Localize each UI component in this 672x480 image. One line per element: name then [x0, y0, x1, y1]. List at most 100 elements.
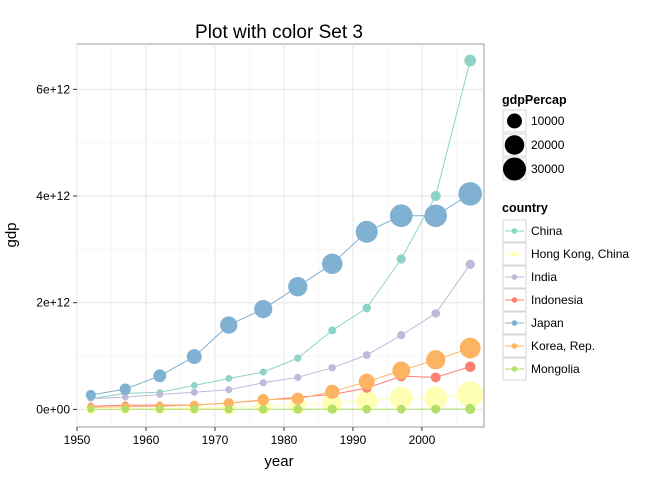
size-legend-label: 30000 [531, 162, 565, 176]
data-point-hong-kong-china [322, 393, 343, 414]
data-point-hong-kong-china [356, 390, 378, 412]
data-point-mongolia [190, 405, 199, 414]
data-point-hong-kong-china [424, 386, 448, 410]
color-legend-title: country [502, 201, 548, 215]
color-legend-label: Indonesia [531, 293, 583, 307]
size-legend-point [502, 157, 527, 181]
x-tick-label: 1950 [64, 433, 91, 447]
data-point-indonesia [464, 361, 476, 372]
data-point-india [362, 351, 371, 359]
data-point-mongolia [224, 405, 233, 414]
color-legend-point [511, 297, 518, 303]
data-point-india [431, 309, 441, 318]
data-point-china [259, 368, 267, 376]
data-point-india [397, 331, 406, 340]
x-tick-label: 1990 [340, 433, 367, 447]
x-tick-label: 1980 [271, 433, 298, 447]
data-point-japan [119, 383, 131, 395]
data-point-japan [153, 369, 167, 383]
color-legend-label: Japan [531, 316, 564, 330]
data-point-korea-rep [257, 394, 270, 406]
y-tick-label: 2e+12 [36, 296, 70, 310]
data-point-india [328, 364, 336, 372]
color-legend-point [511, 274, 518, 280]
data-point-china [328, 326, 337, 335]
x-axis: 1950 1960 1970 1980 1990 2000 [64, 427, 436, 447]
x-axis-title: year [264, 453, 293, 470]
color-legend-point [511, 366, 518, 372]
data-point-japan [85, 389, 96, 401]
plot-panel [76, 43, 485, 428]
data-point-japan [220, 316, 238, 334]
data-point-mongolia [327, 404, 337, 414]
data-point-korea-rep [325, 384, 340, 399]
y-tick-label: 6e+12 [36, 82, 70, 96]
chart-title: Plot with color Set 3 [195, 22, 363, 43]
color-legend-point [511, 251, 518, 257]
data-point-japan [355, 220, 378, 243]
series-mongolia [87, 403, 476, 415]
y-axis-title: gdp [3, 222, 20, 247]
data-point-mongolia [431, 404, 441, 414]
data-point-india [465, 259, 475, 270]
data-point-china [294, 354, 302, 362]
data-point-japan [458, 182, 482, 206]
data-point-mongolia [259, 405, 268, 414]
data-point-japan [424, 204, 448, 228]
color-legend-point [511, 320, 518, 326]
data-point-korea-rep [291, 392, 304, 405]
x-tick-label: 1960 [133, 433, 160, 447]
data-point-japan [254, 300, 273, 319]
color-legend-label: Mongolia [531, 362, 580, 376]
size-legend-title: gdpPercap [502, 93, 567, 107]
series-line-india [90, 264, 471, 400]
data-point-mongolia [87, 405, 95, 413]
y-axis: 0e+00 2e+12 4e+12 6e+12 [36, 82, 77, 416]
size-legend-label: 20000 [531, 138, 565, 152]
data-point-india [259, 379, 267, 387]
color-legend-label: India [531, 270, 557, 284]
data-point-mongolia [121, 405, 129, 414]
y-tick-label: 0e+00 [36, 402, 70, 416]
series-india [87, 259, 475, 403]
data-point-mongolia [396, 404, 406, 414]
data-point-japan [322, 253, 343, 274]
data-point-china [190, 382, 198, 389]
series-line-china [90, 60, 471, 400]
data-point-india [121, 393, 129, 401]
data-point-mongolia [155, 405, 164, 414]
data-point-japan [186, 349, 202, 365]
data-point-china [396, 254, 406, 264]
x-tick-label: 1970 [202, 433, 229, 447]
data-point-hong-kong-china [389, 386, 413, 410]
size-legend-point [504, 135, 525, 155]
data-point-india [294, 373, 302, 382]
data-point-china [362, 303, 371, 313]
color-legend: country China Hong Kong, China India Indone… [502, 201, 629, 381]
data-point-india [225, 386, 233, 394]
data-point-mongolia [293, 404, 303, 414]
size-legend-point [507, 113, 522, 129]
y-tick-label: 4e+12 [36, 189, 70, 203]
data-point-korea-rep [223, 397, 234, 409]
data-point-korea-rep [459, 337, 481, 359]
data-point-hong-kong-china [457, 381, 484, 408]
data-point-china [464, 54, 477, 67]
data-point-mongolia [362, 404, 372, 414]
data-point-china [430, 190, 441, 202]
data-point-india [190, 388, 198, 396]
series-japan [85, 182, 482, 401]
color-legend-label: Hong Kong, China [531, 247, 629, 261]
color-legend-point [511, 228, 518, 234]
series-layer [85, 54, 484, 415]
data-point-korea-rep [426, 350, 446, 370]
x-tick-label: 2000 [409, 433, 436, 447]
data-point-india [156, 391, 164, 398]
data-point-indonesia [430, 372, 441, 383]
size-legend-label: 10000 [531, 114, 565, 128]
series-korea-rep [87, 337, 481, 412]
data-point-mongolia [465, 403, 476, 415]
color-legend-point [511, 343, 518, 349]
size-legend: gdpPercap 10000 20000 30000 [502, 93, 567, 181]
